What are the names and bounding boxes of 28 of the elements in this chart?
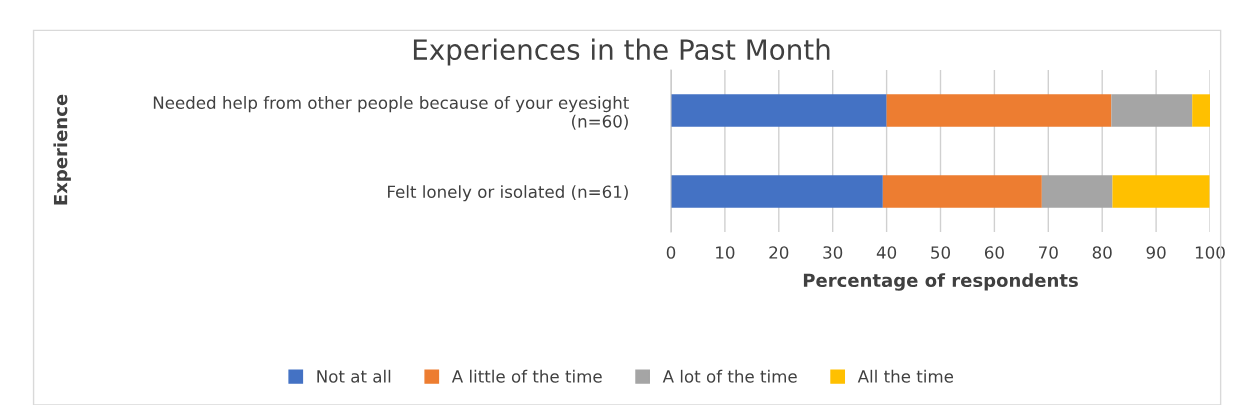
x-tick-label: 70: [1039, 246, 1058, 259]
x-tick-label: 20: [769, 246, 789, 259]
chart-title: Experiences in the Past Month: [413, 38, 830, 66]
x-tick-label: 50: [931, 246, 950, 259]
x-tick-label: 30: [823, 246, 843, 259]
legend-label: Not at all: [317, 369, 391, 383]
y-tick-label: Needed help from other people because of your eyesight (n=60): [153, 96, 629, 130]
x-tick-label: 100: [1195, 246, 1225, 259]
legend-label: A little of the time: [451, 369, 602, 383]
bar: [882, 175, 1042, 208]
x-tick-label: 40: [876, 246, 897, 259]
bar: [886, 94, 1112, 127]
bar: [671, 94, 887, 127]
bar: [1192, 94, 1210, 127]
legend-label: All the time: [857, 369, 954, 383]
legend-label: A lot of the time: [662, 369, 797, 383]
x-tick-label: 90: [1146, 246, 1166, 259]
bar: [1112, 175, 1210, 208]
y-tick-label: Felt lonely or isolated (n=61): [388, 185, 628, 202]
x-tick-label: 10: [716, 246, 735, 259]
x-tick-label: 0: [666, 246, 676, 259]
x-tick-label: 60: [984, 246, 1004, 259]
bar: [671, 175, 883, 208]
x-tick-label: 80: [1092, 246, 1112, 259]
x-axis-title: Percentage of respondents: [803, 273, 1078, 291]
y-axis-title: Experience: [53, 94, 71, 205]
bar: [1041, 175, 1113, 208]
bar: [1111, 94, 1193, 127]
